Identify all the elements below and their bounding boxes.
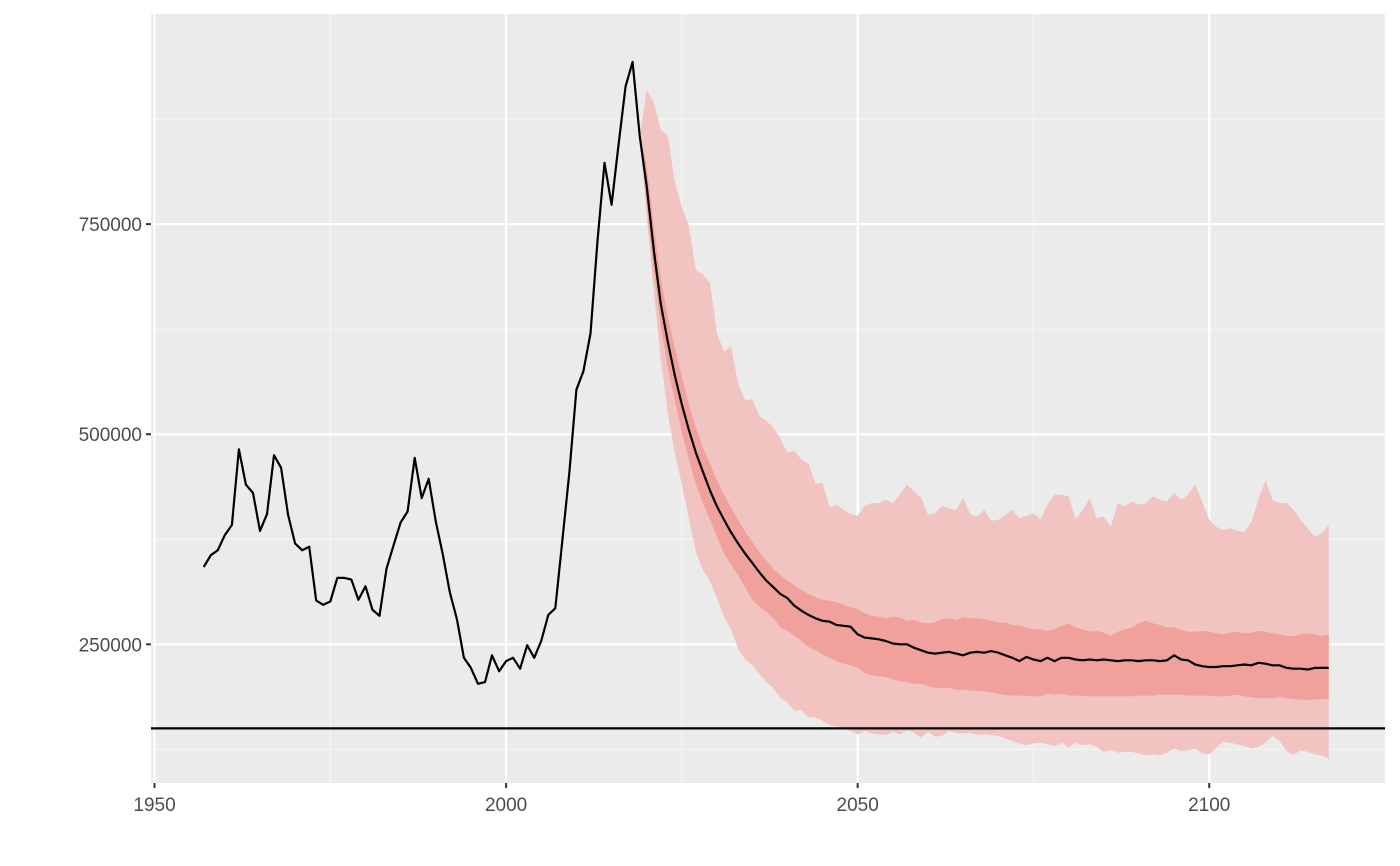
series-lines [202,60,1329,685]
y-axis: 250000 500000 750000 [79,215,151,656]
x-tick-label: 2000 [485,795,527,816]
x-tick-label: 2050 [837,795,879,816]
projection-bands [639,89,1329,759]
y-tick-label: 250000 [79,635,142,656]
y-tick-label: 500000 [79,425,142,446]
outer-interval-band [639,89,1329,759]
historical-series-line [202,60,641,685]
projection-median-line [638,135,1329,671]
axes: 250000 500000 750000 1950 2000 2050 2100 [79,215,1231,816]
x-tick-label: 2100 [1188,795,1230,816]
x-axis: 1950 2000 2050 2100 [133,783,1230,816]
y-tick-label: 750000 [79,215,142,236]
inner-interval-band [639,135,1329,700]
x-tick-label: 1950 [133,795,175,816]
